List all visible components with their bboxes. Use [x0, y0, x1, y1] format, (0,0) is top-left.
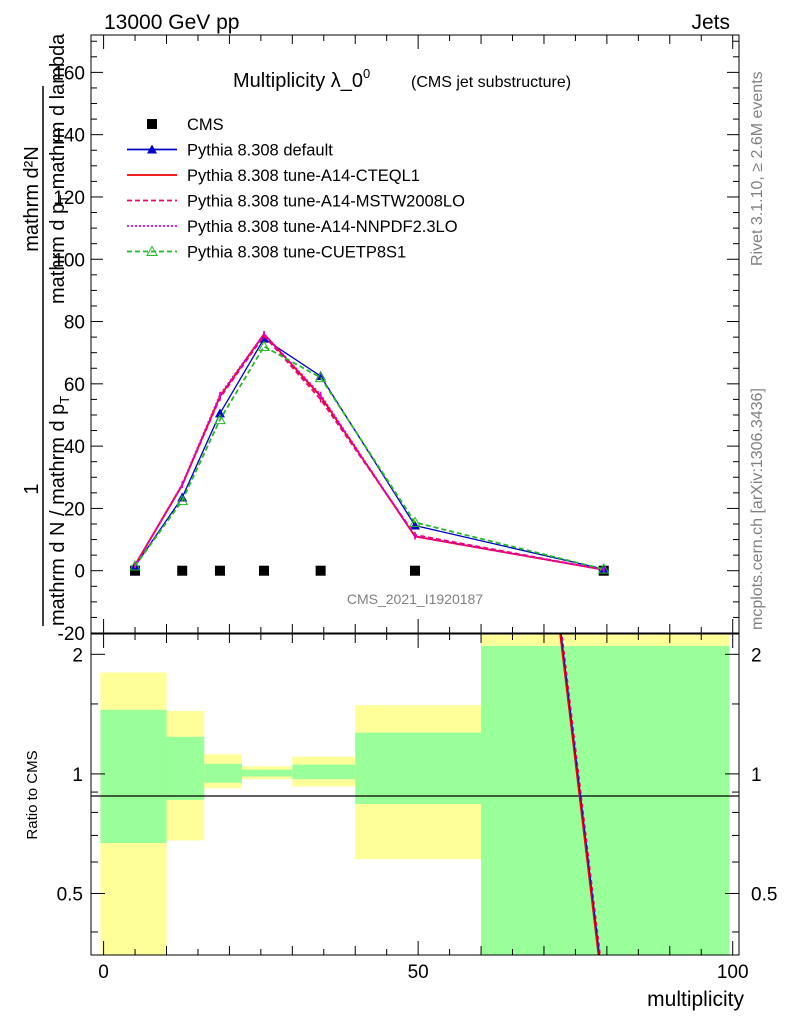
ratio-plot: 0.5 0.5 1 1 2 2 0 50 100 Ratio to CMS multiplic…: [24, 633, 777, 1011]
main-y-ticks: -20 0 20 40 60 80 100 120 140 160: [53, 40, 739, 645]
legend-marker: [147, 144, 157, 154]
ratio-band-inner: [166, 736, 205, 800]
series-line-cuetp8s1: [134, 345, 604, 571]
legend-label: Pythia 8.308 default: [187, 142, 333, 160]
ylabel-prefix-num: 1: [21, 483, 43, 494]
y-tick-label: 0: [74, 562, 85, 583]
ratio-band-inner: [204, 763, 242, 783]
legend: CMS Pythia 8.308 default Pythia 8.308 tune…: [127, 116, 465, 262]
main-series: [129, 331, 610, 576]
ratio-y-tick-label-right: 0.5: [751, 884, 777, 905]
y-tick-label: 140: [53, 126, 85, 147]
ratio-band-inner: [292, 764, 356, 780]
ratio-band-inner: [100, 709, 167, 843]
legend-marker: [146, 245, 158, 256]
mcplots-label: mcplots.cern.ch [arXiv:1306.3436]: [749, 388, 766, 630]
y-tick-label: 20: [64, 499, 85, 520]
header-process: Jets: [691, 11, 730, 34]
plot-title: Multiplicity λ_00: [233, 66, 370, 92]
y-tick-label: 100: [53, 250, 85, 271]
plot-title-sup: 0: [363, 66, 370, 81]
legend-marker: [147, 119, 157, 129]
header-energy: 13000 GeV pp: [104, 11, 239, 34]
legend-entry-mstw: Pythia 8.308 tune-A14-MSTW2008LO: [127, 193, 465, 211]
cms-point: [130, 565, 141, 576]
x-tick-label: 50: [408, 962, 429, 983]
ratio-band-inner: [481, 645, 730, 955]
ratio-y-tick-label-right: 1: [751, 765, 762, 786]
ratio-y-ticks: 0.5 0.5 1 1 2 2: [57, 645, 777, 933]
legend-label: Pythia 8.308 tune-A14-NNPDF2.3LO: [187, 218, 458, 236]
ratio-frame: [90, 633, 740, 956]
cms-point: [214, 565, 225, 576]
ratio-band-inner: [241, 769, 293, 777]
plot-subtitle: (CMS jet substructure): [411, 74, 571, 91]
main-frame: [90, 34, 740, 634]
cuetp8s1-point: [314, 371, 327, 383]
legend-label: Pythia 8.308 tune-A14-MSTW2008LO: [187, 193, 465, 211]
ratio-y-tick-label-right: 2: [751, 645, 762, 666]
cuetp8s1-point: [409, 516, 421, 527]
legend-entry-default: Pythia 8.308 default: [127, 142, 333, 160]
ylabel-frac-top: mathrm d²N: [21, 146, 43, 252]
legend-label: Pythia 8.308 tune-CUETP8S1: [187, 244, 406, 262]
y-tick-label: 40: [64, 437, 85, 458]
legend-entry-nnpdf: Pythia 8.308 tune-A14-NNPDF2.3LO: [127, 218, 458, 236]
y-tick-label: 60: [64, 375, 85, 396]
legend-label: Pythia 8.308 tune-A14-CTEQL1: [187, 167, 420, 185]
ratio-band-inner: [355, 732, 482, 804]
cms-point: [259, 565, 270, 576]
y-tick-label: 160: [53, 63, 85, 84]
default-point: [410, 520, 420, 530]
ylabel-prefix-den: mathrm d N / mathrm d pT: [47, 396, 72, 626]
cms-point: [410, 565, 420, 576]
ratio-lines: [559, 634, 601, 955]
ratio-y-label: Ratio to CMS: [24, 750, 41, 839]
cuetp8s1-point: [597, 563, 610, 574]
plot-title-main: Multiplicity λ_0: [233, 70, 363, 92]
y-tick-label: 80: [64, 313, 85, 334]
y-tick-label: -20: [58, 624, 85, 645]
default-point: [214, 408, 225, 418]
ylabel-frac-bottom: mathrm d pT mathrm d lambda: [47, 33, 72, 304]
watermark: CMS_2021_I1920187: [347, 591, 483, 607]
legend-entry-cteql1: Pythia 8.308 tune-A14-CTEQL1: [127, 167, 420, 185]
legend-label: CMS: [187, 116, 224, 134]
ratio-bands: [100, 634, 730, 955]
cuetp8s1-point: [129, 560, 141, 571]
legend-entry-cuetp8s1: Pythia 8.308 tune-CUETP8S1: [127, 244, 406, 262]
main-y-label: mathrm d²N mathrm d pT mathrm d lambda 1…: [21, 33, 72, 626]
ratio-line-cteql1: [559, 634, 600, 955]
ratio-line-default: [560, 634, 601, 955]
cuetp8s1-point: [258, 340, 270, 351]
legend-entry-cms: CMS: [147, 116, 224, 134]
cms-point: [177, 565, 188, 576]
rivet-label: Rivet 3.1.10, ≥ 2.6M events: [749, 71, 766, 266]
ratio-y-tick-label: 2: [72, 645, 83, 666]
main-plot: -20 0 20 40 60 80 100 120 140 160 Multiplicity λ_…: [53, 34, 740, 645]
y-tick-label: 120: [53, 188, 85, 209]
x-axis-label: multiplicity: [647, 988, 744, 1011]
cuetp8s1-point: [214, 413, 226, 425]
x-tick-label: 0: [98, 962, 109, 983]
cms-point: [315, 565, 326, 576]
ratio-y-tick-label: 1: [72, 765, 83, 786]
x-tick-label: 100: [717, 962, 749, 983]
main-x-ticks: [103, 35, 734, 633]
cuetp8s1-point: [176, 494, 189, 506]
ratio-x-ticks: 0 50 100: [98, 634, 749, 983]
ratio-y-tick-label: 0.5: [57, 884, 83, 905]
